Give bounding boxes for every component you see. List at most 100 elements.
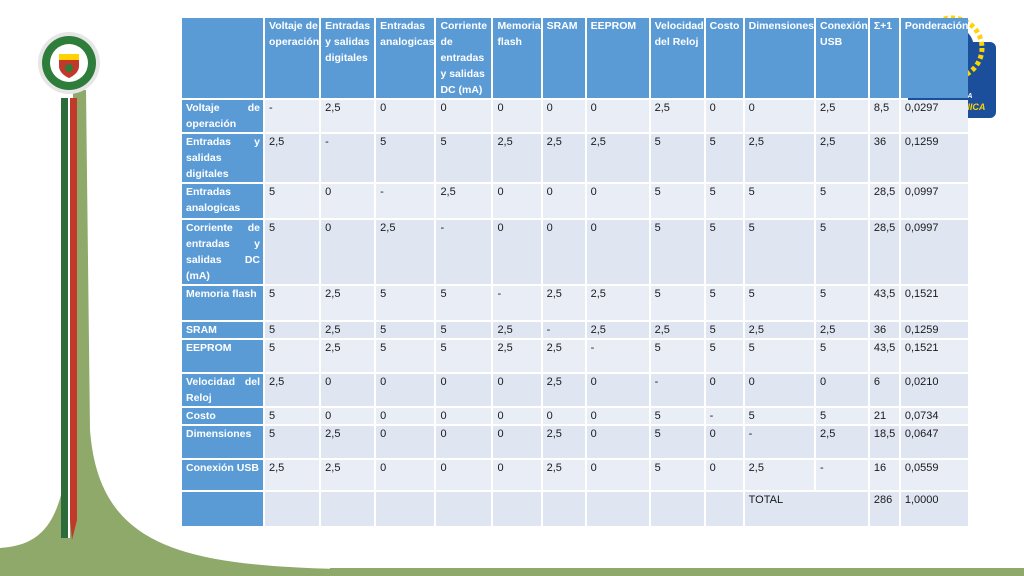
- column-header: Ponderación: [900, 18, 969, 98]
- row-header: Conexión USB: [182, 460, 263, 490]
- table-cell: 0,0297: [900, 100, 969, 132]
- table-cell: 0,1259: [900, 322, 969, 338]
- table-cell: 0: [586, 100, 649, 132]
- table-corner-cell: [182, 18, 263, 98]
- table-cell: 0: [705, 426, 743, 458]
- table-cell: 0: [436, 408, 492, 424]
- row-header: Voltaje de operación: [182, 100, 263, 132]
- table-cell: 0,0997: [900, 220, 969, 284]
- table-cell-empty: [542, 492, 585, 526]
- total-weight: 1,0000: [900, 492, 969, 526]
- table-cell: 2,5: [586, 286, 649, 320]
- row-header: EEPROM: [182, 340, 263, 372]
- table-cell: 0,1521: [900, 286, 969, 320]
- table-cell: 0: [744, 100, 815, 132]
- table-row: Dimensiones 5 2,5 0 0 0 2,5 0 5 0-2,5 18,5 0,0647: [182, 426, 969, 458]
- table-cell: 5: [265, 184, 320, 218]
- table-cell: 2,5: [436, 184, 492, 218]
- row-header: Memoria flash: [182, 286, 263, 320]
- table-cell: 5: [705, 340, 743, 372]
- table-cell: 0: [542, 220, 585, 284]
- column-header: Σ+1: [869, 18, 899, 98]
- table-cell-empty: [705, 492, 743, 526]
- column-header: Voltaje de operación: [265, 18, 319, 98]
- table-cell: 0: [744, 374, 815, 406]
- table-cell: 2,5: [744, 134, 815, 182]
- table-cell: 5: [650, 408, 704, 424]
- table-cell: 0: [586, 374, 649, 406]
- table-cell: 2,5: [542, 286, 585, 320]
- table-cell: 5: [705, 220, 743, 284]
- table-cell: 0: [376, 408, 435, 424]
- table-cell: 5: [650, 426, 704, 458]
- column-header: Entradas analogicas: [376, 18, 434, 98]
- table-cell-empty: [265, 492, 320, 526]
- table-cell: 2,5: [265, 134, 320, 182]
- table-cell: 2,5: [542, 460, 585, 490]
- table-cell: 0: [493, 184, 541, 218]
- table-cell-empty: [493, 492, 541, 526]
- table-cell: 0,0210: [900, 374, 969, 406]
- table-cell: 5: [265, 408, 320, 424]
- table-cell: 5: [265, 220, 320, 284]
- red-stripe: [70, 98, 77, 540]
- table-cell-empty: [586, 492, 649, 526]
- table-cell: 0: [493, 100, 541, 132]
- table-cell-empty: [321, 492, 375, 526]
- column-header: Conexión USB: [816, 18, 868, 98]
- table-row: EEPROM 5 2,5 5 5 2,5 2,5-5 5 5 5 43,5 0,1521: [182, 340, 969, 372]
- espe-university-seal-icon: [38, 32, 100, 94]
- table-cell: -: [265, 100, 320, 132]
- table-cell: 0: [816, 374, 868, 406]
- table-cell: 5: [744, 220, 815, 284]
- table-cell: 0: [586, 408, 649, 424]
- row-header: Entradas y salidas digitales: [182, 134, 263, 182]
- table-cell: 2,5: [744, 460, 815, 490]
- table-cell: 0: [436, 426, 492, 458]
- table-cell: 18,5: [869, 426, 899, 458]
- table-cell: 0: [321, 374, 375, 406]
- table-cell: 2,5: [493, 134, 541, 182]
- table-cell: 0: [705, 460, 743, 490]
- table-cell: 0: [586, 426, 649, 458]
- table-cell: 2,5: [493, 322, 541, 338]
- table-row: Conexión USB 2,5 2,5 0 0 0 2,5 0 5 0 2,5-16 0,0559: [182, 460, 969, 490]
- table-cell: 5: [744, 340, 815, 372]
- table-cell: 0,1521: [900, 340, 969, 372]
- table-cell: 5: [265, 426, 320, 458]
- table-cell: 2,5: [816, 322, 868, 338]
- table-cell: 36: [869, 322, 899, 338]
- row-header: Dimensiones: [182, 426, 263, 458]
- table-row: Entradas analogicas 5 0-2,5 0 0 0 5 5 5 5 28,5 0,09…: [182, 184, 969, 218]
- table-cell: 0: [586, 460, 649, 490]
- table-cell: 2,5: [542, 374, 585, 406]
- table-row: Costo 5 0 0 0 0 0 0 5-5 5 21 0,0734: [182, 408, 969, 424]
- table-cell: 5: [376, 340, 435, 372]
- table-cell: 5: [744, 408, 815, 424]
- table-cell: -: [542, 322, 585, 338]
- table-cell: -: [816, 460, 868, 490]
- table-cell: 0: [376, 100, 435, 132]
- table-cell: 0: [542, 100, 585, 132]
- table-row: Velocidad del Reloj 2,5 0 0 0 0 2,5 0-0 0 0 6 0,021…: [182, 374, 969, 406]
- table-cell-empty: [650, 492, 704, 526]
- table-cell-empty: [436, 492, 492, 526]
- table-cell: 5: [650, 340, 704, 372]
- table-cell: -: [493, 286, 541, 320]
- table-cell: 16: [869, 460, 899, 490]
- total-label: TOTAL: [744, 492, 868, 526]
- table-cell: 0: [321, 408, 375, 424]
- table-cell: 5: [705, 286, 743, 320]
- column-header: Corriente de entradas y salidas DC (mA): [436, 18, 492, 98]
- table-cell: 0: [436, 374, 492, 406]
- table-cell: 5: [436, 322, 492, 338]
- table-cell: 43,5: [869, 340, 899, 372]
- table-cell: 0: [493, 220, 541, 284]
- table-cell: 0: [436, 100, 492, 132]
- row-header: Entradas analogicas: [182, 184, 263, 218]
- column-header: Dimensiones: [744, 18, 815, 98]
- table-cell: 5: [650, 460, 704, 490]
- table-cell: 0: [705, 374, 743, 406]
- table-cell: -: [744, 426, 815, 458]
- table-cell: 0: [493, 408, 541, 424]
